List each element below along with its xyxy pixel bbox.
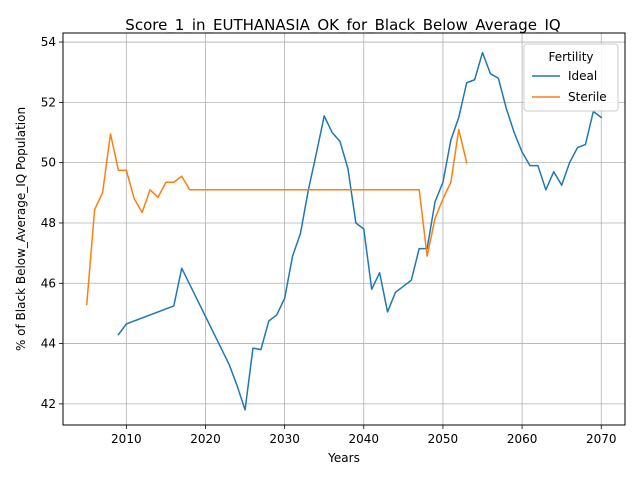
y-tick-label: 50 — [41, 156, 56, 170]
y-tick-label: 46 — [41, 276, 56, 290]
x-tick-label: 2050 — [428, 432, 459, 446]
series-line-sterile — [85, 128, 468, 306]
y-tick-label: 42 — [41, 397, 56, 411]
y-tick-label: 52 — [41, 95, 56, 109]
y-tick-label: 48 — [41, 216, 56, 230]
legend-title: Fertility — [548, 50, 593, 64]
plot-frame — [62, 32, 626, 426]
y-tick-label: 54 — [41, 35, 56, 49]
x-axis-ticks: 2010 2020 2030 2040 2050 2060 2070 — [111, 425, 617, 446]
series-line-ideal — [117, 51, 603, 411]
series-lines — [85, 51, 603, 411]
x-tick-label: 2020 — [190, 432, 221, 446]
x-axis-label: Years — [327, 451, 360, 465]
y-tick-label: 44 — [41, 337, 56, 351]
grid — [63, 33, 625, 425]
y-axis-ticks: 42 44 46 48 50 52 54 — [41, 35, 63, 411]
x-tick-label: 2030 — [269, 432, 300, 446]
x-tick-label: 2010 — [111, 432, 142, 446]
x-tick-label: 2040 — [349, 432, 380, 446]
legend-label-sterile: Sterile — [568, 90, 607, 104]
legend-box — [523, 43, 619, 112]
y-axis-label: % of Black Below_Average_IQ Population — [14, 107, 28, 351]
x-tick-label: 2060 — [507, 432, 538, 446]
legend-label-ideal: Ideal — [568, 69, 597, 83]
x-tick-label: 2070 — [586, 432, 617, 446]
legend: Fertility Ideal Sterile — [523, 43, 619, 112]
chart-title: Score_1_in_EUTHANASIA_OK_for_Black_Below… — [125, 16, 560, 35]
